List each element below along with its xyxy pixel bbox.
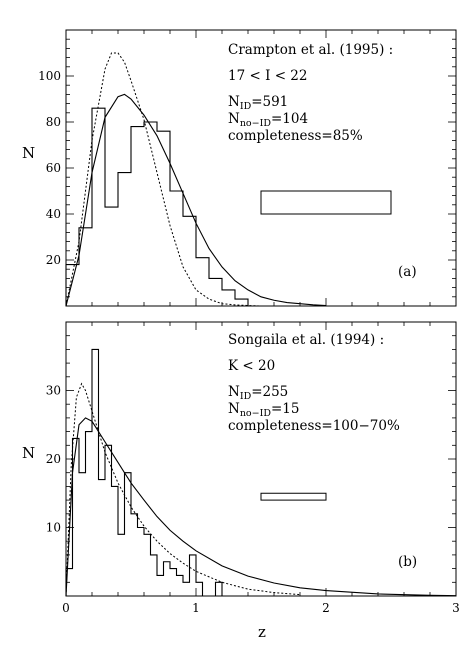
panel-b-nnoid-sub: no−ID: [240, 408, 272, 419]
panel-b-nid: NID=255: [228, 384, 288, 402]
x-tick-label: 3: [452, 601, 460, 615]
model-curve-dotted: [65, 52, 262, 307]
panel-b-nnoid-value: =15: [271, 401, 300, 417]
panel-b-panel-label: (b): [398, 554, 417, 570]
x-tick-label: 1: [192, 601, 200, 615]
panel-a-nid-value: =591: [251, 94, 288, 110]
panel-b-histogram: [65, 348, 223, 597]
y-tick-label: 100: [38, 69, 61, 83]
panel-b-selection: K < 20: [228, 358, 275, 374]
y-tick-label: 60: [46, 161, 61, 175]
histogram-step: [65, 107, 261, 307]
panel-a-nid-label: N: [228, 94, 240, 110]
panel-a-tick-labels: 20 40 60 80 100: [38, 69, 61, 267]
panel-b-title: Songaila et al. (1994) :: [228, 332, 384, 348]
x-tick-label: 2: [322, 601, 330, 615]
model-curve-dotted: [65, 382, 301, 597]
panel-b-nid-sub: ID: [240, 391, 252, 402]
panel-a-ylabel: N: [22, 144, 35, 162]
panel-b-nnoid: Nno−ID=15: [228, 401, 299, 419]
y-tick-label: 20: [46, 452, 61, 466]
panel-b-ylabel: N: [22, 444, 35, 462]
panel-b-nnoid-label: N: [228, 401, 240, 417]
panel-a-nid-sub: ID: [240, 101, 252, 112]
y-tick-label: 20: [46, 253, 61, 267]
panel-a-title: Crampton et al. (1995) :: [228, 42, 393, 58]
panel-a-nid: NID=591: [228, 94, 288, 112]
y-tick-label: 40: [46, 207, 61, 221]
panel-a-panel-label: (a): [398, 264, 417, 280]
panel-a-nnoid-value: =104: [271, 111, 308, 127]
panel-a-selection: 17 < I < 22: [228, 68, 307, 84]
panel-a-ticks: [65, 29, 457, 307]
panel-a: 20 40 60 80 100 N Crampton et al. (1995) : 1…: [22, 29, 457, 307]
panel-a-nnoid-sub: no−ID: [240, 118, 272, 129]
panel-b-xlabel: z: [258, 623, 266, 641]
panel-a-histogram: [65, 107, 261, 307]
panel-a-nnoid: Nno−ID=104: [228, 111, 308, 129]
panel-b-models: [65, 382, 457, 597]
panel-b: 0 1 2 3 10 20 30 N Songaila et al. (1994) : K …: [22, 321, 460, 641]
y-tick-label: 10: [46, 521, 61, 535]
panel-a-completeness: completeness=85%: [228, 128, 363, 144]
model-curve-solid: [65, 417, 457, 597]
x-tick-label: 0: [62, 601, 70, 615]
panel-b-nid-value: =255: [251, 384, 288, 400]
y-tick-label: 30: [46, 384, 61, 398]
panel-b-nid-label: N: [228, 384, 240, 400]
panel-a-unidentified-box: [260, 190, 392, 215]
panel-a-models: [65, 52, 327, 307]
y-tick-label: 80: [46, 115, 61, 129]
model-curve-solid: [65, 93, 327, 307]
panel-b-tick-labels: 0 1 2 3 10 20 30: [46, 384, 460, 616]
panel-a-nnoid-label: N: [228, 111, 240, 127]
panel-b-unidentified-box: [260, 492, 327, 501]
histogram-step: [65, 348, 223, 597]
panel-b-completeness: completeness=100−70%: [228, 418, 400, 434]
